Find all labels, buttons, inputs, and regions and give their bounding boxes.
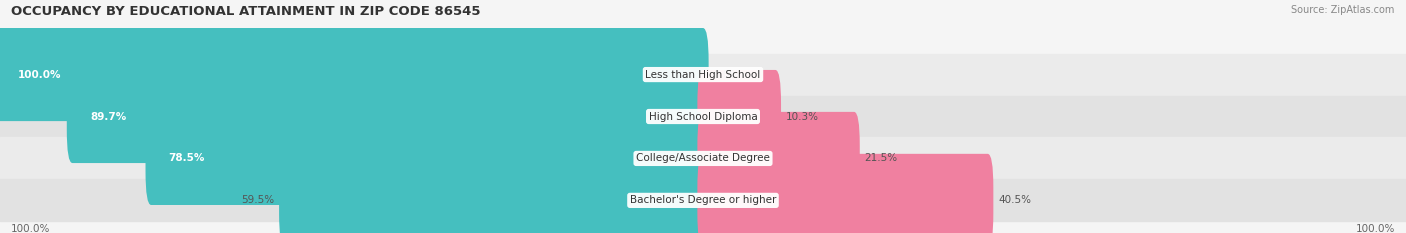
FancyBboxPatch shape	[0, 28, 709, 121]
FancyBboxPatch shape	[145, 112, 709, 205]
FancyBboxPatch shape	[697, 70, 782, 163]
Bar	[0, 96, 1406, 137]
FancyBboxPatch shape	[66, 70, 709, 163]
Text: 100.0%: 100.0%	[17, 70, 60, 79]
Bar	[0, 179, 1406, 221]
Bar	[0, 137, 1406, 179]
Text: College/Associate Degree: College/Associate Degree	[636, 154, 770, 163]
Text: 0.0%: 0.0%	[713, 70, 740, 79]
Text: 78.5%: 78.5%	[169, 154, 205, 163]
Text: Bachelor's Degree or higher: Bachelor's Degree or higher	[630, 195, 776, 205]
Text: OCCUPANCY BY EDUCATIONAL ATTAINMENT IN ZIP CODE 86545: OCCUPANCY BY EDUCATIONAL ATTAINMENT IN Z…	[11, 5, 481, 18]
Text: 89.7%: 89.7%	[90, 112, 127, 121]
FancyBboxPatch shape	[697, 154, 994, 233]
Text: Less than High School: Less than High School	[645, 70, 761, 79]
Bar	[0, 54, 1406, 96]
Text: High School Diploma: High School Diploma	[648, 112, 758, 121]
FancyBboxPatch shape	[278, 154, 709, 233]
FancyBboxPatch shape	[697, 112, 860, 205]
Text: Source: ZipAtlas.com: Source: ZipAtlas.com	[1291, 5, 1395, 15]
Text: 59.5%: 59.5%	[240, 195, 274, 205]
Text: 21.5%: 21.5%	[865, 154, 898, 163]
Text: 100.0%: 100.0%	[11, 224, 51, 233]
Text: 40.5%: 40.5%	[998, 195, 1031, 205]
Text: 100.0%: 100.0%	[1355, 224, 1395, 233]
Text: 10.3%: 10.3%	[786, 112, 818, 121]
